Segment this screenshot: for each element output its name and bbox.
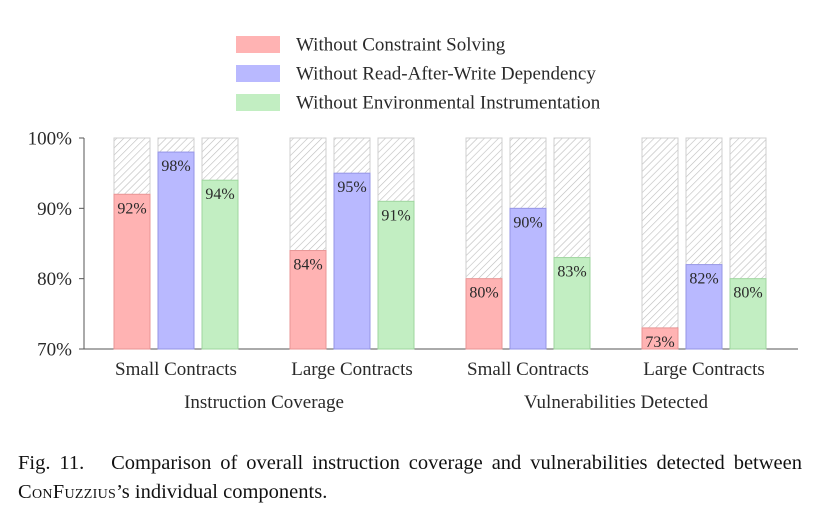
caption-text-after: ’s individual components. bbox=[116, 481, 328, 503]
bar-background bbox=[641, 137, 679, 350]
y-tick-label: 70% bbox=[37, 340, 72, 361]
bar-chart: Without Constraint Solving Without Read-A… bbox=[28, 35, 798, 413]
bar-value-label: 98% bbox=[161, 158, 190, 175]
bar-value-label: 94% bbox=[205, 186, 234, 203]
bar-value-label: 80% bbox=[469, 285, 498, 302]
y-tick-label: 100% bbox=[28, 129, 73, 150]
legend: Without Constraint Solving Without Read-A… bbox=[236, 35, 601, 114]
x-tick-label: Small Contracts bbox=[115, 359, 237, 380]
legend-label: Without Constraint Solving bbox=[296, 35, 506, 56]
bar bbox=[289, 250, 327, 350]
caption-figure-number: Fig. 11. bbox=[18, 452, 85, 474]
bar-value-label: 82% bbox=[689, 271, 718, 288]
bar-value-label: 92% bbox=[117, 200, 146, 217]
bar-value-label: 84% bbox=[293, 257, 322, 274]
bar-value-label: 91% bbox=[381, 207, 410, 224]
bar-value-label: 83% bbox=[557, 264, 586, 281]
legend-label: Without Environmental Instrumentation bbox=[296, 93, 601, 114]
y-tick-label: 80% bbox=[37, 269, 72, 290]
bar bbox=[641, 327, 679, 350]
bar-value-label: 90% bbox=[513, 214, 542, 231]
legend-label: Without Read-After-Write Dependency bbox=[296, 64, 596, 85]
legend-swatch bbox=[236, 65, 280, 82]
bars: 92% 98% 94% 84% 95% 91% 80% 90% 83% 73% 82% 80% bbox=[113, 137, 767, 351]
bar bbox=[157, 151, 195, 350]
bar bbox=[113, 193, 151, 350]
x-tick-label: Small Contracts bbox=[467, 359, 589, 380]
bar bbox=[333, 172, 371, 350]
category-labels: Small Contracts Large Contracts Small Cont… bbox=[115, 359, 765, 413]
bar-value-label: 80% bbox=[733, 285, 762, 302]
legend-swatch bbox=[236, 36, 280, 53]
bar bbox=[377, 200, 415, 350]
bar bbox=[201, 179, 239, 350]
group-label: Instruction Coverage bbox=[184, 392, 344, 413]
caption-text-before: Comparison of overall instruction covera… bbox=[111, 452, 803, 474]
bar bbox=[509, 207, 547, 350]
bar bbox=[729, 278, 767, 350]
bar bbox=[685, 264, 723, 350]
caption-tool-name: ConFuzzius bbox=[18, 481, 117, 503]
bar bbox=[553, 257, 591, 350]
bar-value-label: 73% bbox=[645, 334, 674, 351]
x-tick-label: Large Contracts bbox=[291, 359, 413, 380]
bar-value-label: 95% bbox=[337, 179, 366, 196]
x-tick-label: Large Contracts bbox=[643, 359, 765, 380]
group-label: Vulnerabilities Detected bbox=[524, 392, 709, 413]
figure-caption: Fig. 11. Comparison of overall instructi… bbox=[18, 449, 802, 507]
bar bbox=[465, 278, 503, 350]
y-tick-label: 90% bbox=[37, 199, 72, 220]
legend-swatch bbox=[236, 94, 280, 111]
